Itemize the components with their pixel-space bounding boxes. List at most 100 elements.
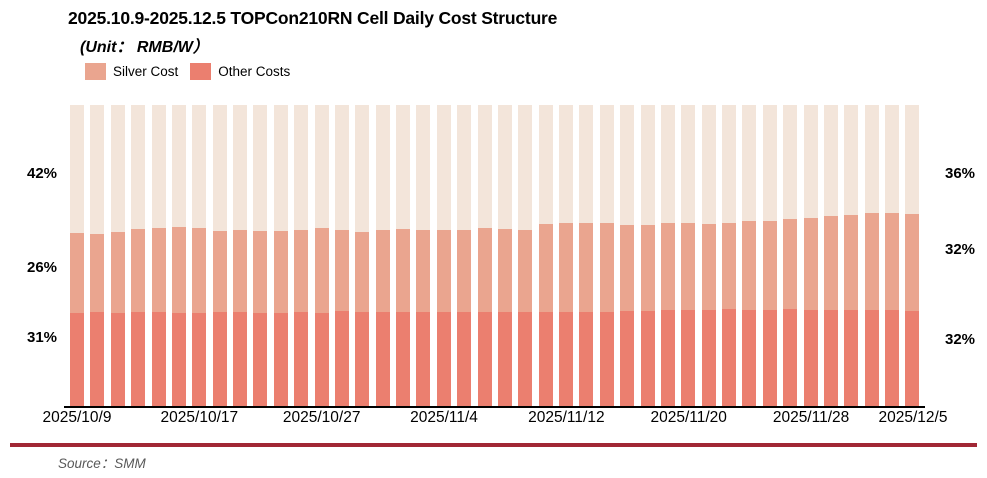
other-costs-segment bbox=[538, 311, 553, 406]
bar-2025/11/3 bbox=[416, 105, 431, 406]
silver-cost-segment bbox=[334, 230, 349, 311]
top-segment bbox=[762, 105, 777, 222]
other-costs-segment bbox=[783, 308, 798, 406]
bar-2025/10/31 bbox=[396, 105, 410, 406]
silver-cost-segment bbox=[253, 231, 268, 313]
bar-2025/11/28 bbox=[803, 105, 818, 406]
other-costs-segment bbox=[396, 311, 410, 406]
other-costs-segment bbox=[273, 312, 288, 406]
other-costs-segment bbox=[375, 311, 390, 406]
bar-2025/11/20 bbox=[681, 105, 696, 406]
silver-cost-segment bbox=[436, 229, 451, 312]
bar-2025/10/16 bbox=[171, 105, 186, 406]
other-costs-segment bbox=[416, 311, 431, 406]
first-bar-top-segment-label: 42% bbox=[26, 165, 58, 182]
other-costs-segment bbox=[559, 311, 573, 406]
silver-cost-segment bbox=[416, 229, 431, 312]
bar-2025/11/25 bbox=[742, 105, 757, 406]
silver-cost-segment bbox=[457, 229, 472, 312]
top-segment bbox=[844, 105, 859, 216]
bar-2025/10/30 bbox=[375, 105, 390, 406]
plot-area bbox=[70, 105, 920, 406]
other-costs-segment bbox=[70, 312, 84, 406]
top-segment bbox=[192, 105, 207, 229]
top-segment bbox=[905, 105, 920, 215]
top-segment bbox=[334, 105, 349, 231]
x-tick-2025/11/28: 2025/11/28 bbox=[772, 409, 850, 426]
silver-cost-segment bbox=[701, 224, 716, 310]
silver-cost-segment bbox=[355, 232, 370, 312]
x-tick-2025/10/17: 2025/10/17 bbox=[160, 409, 239, 426]
bar-2025/11/10 bbox=[518, 105, 533, 406]
silver-cost-segment bbox=[742, 221, 757, 310]
top-segment bbox=[518, 105, 533, 230]
silver-cost-segment bbox=[803, 218, 818, 310]
top-segment bbox=[70, 105, 84, 234]
silver-cost-segment bbox=[640, 225, 655, 311]
silver-cost-segment bbox=[70, 233, 84, 313]
top-segment bbox=[396, 105, 410, 230]
top-segment bbox=[233, 105, 247, 230]
top-segment bbox=[620, 105, 635, 226]
other-costs-segment bbox=[864, 309, 879, 406]
other-costs-segment bbox=[90, 311, 105, 406]
last-bar-other-label: 32% bbox=[944, 331, 976, 348]
bar-2025/12/1 bbox=[823, 105, 838, 406]
other-costs-segment bbox=[233, 311, 247, 406]
bar-2025/10/29 bbox=[355, 105, 370, 406]
legend-label: Silver Cost bbox=[113, 64, 179, 79]
bar-2025/11/12 bbox=[559, 105, 573, 406]
silver-cost-swatch-icon bbox=[85, 63, 106, 80]
top-segment bbox=[599, 105, 614, 224]
silver-cost-segment bbox=[579, 223, 594, 312]
silver-cost-segment bbox=[131, 229, 146, 312]
other-costs-segment bbox=[579, 311, 594, 406]
bar-2025/10/23 bbox=[273, 105, 288, 406]
other-costs-segment bbox=[620, 310, 635, 406]
footer-divider-line bbox=[10, 443, 977, 447]
first-bar-other-label: 31% bbox=[26, 329, 58, 346]
silver-cost-segment bbox=[538, 224, 553, 312]
top-segment bbox=[253, 105, 268, 232]
other-costs-segment bbox=[212, 311, 227, 406]
bar-2025/11/11 bbox=[538, 105, 553, 406]
other-costs-swatch-icon bbox=[190, 63, 212, 80]
other-costs-segment bbox=[131, 311, 146, 406]
top-segment bbox=[783, 105, 798, 220]
bar-2025/12/2 bbox=[844, 105, 859, 406]
bar-2025/10/17 bbox=[192, 105, 207, 406]
bar-2025/11/5 bbox=[457, 105, 472, 406]
other-costs-segment bbox=[762, 309, 777, 406]
other-costs-segment bbox=[314, 312, 329, 406]
silver-cost-segment bbox=[599, 223, 614, 312]
other-costs-segment bbox=[701, 309, 716, 406]
top-segment bbox=[681, 105, 696, 224]
top-segment bbox=[722, 105, 736, 224]
x-tick-2025/12/5: 2025/12/5 bbox=[878, 409, 948, 426]
silver-cost-segment bbox=[762, 221, 777, 310]
bar-2025/11/19 bbox=[660, 105, 675, 406]
other-costs-segment bbox=[844, 309, 859, 406]
top-segment bbox=[803, 105, 818, 219]
top-segment bbox=[355, 105, 370, 233]
other-costs-segment bbox=[171, 312, 186, 406]
x-tick-2025/11/4: 2025/11/4 bbox=[410, 409, 478, 426]
bar-2025/10/28 bbox=[334, 105, 349, 406]
other-costs-segment bbox=[803, 309, 818, 406]
top-segment bbox=[885, 105, 899, 214]
top-segment bbox=[212, 105, 227, 232]
bar-2025/10/10 bbox=[90, 105, 105, 406]
other-costs-segment bbox=[722, 308, 736, 406]
other-costs-segment bbox=[885, 309, 899, 406]
top-segment bbox=[640, 105, 655, 226]
bar-2025/10/14 bbox=[131, 105, 146, 406]
silver-cost-segment bbox=[722, 223, 736, 309]
top-segment bbox=[559, 105, 573, 224]
top-segment bbox=[457, 105, 472, 230]
other-costs-segment bbox=[742, 309, 757, 406]
bar-2025/10/24 bbox=[294, 105, 309, 406]
bar-2025/10/20 bbox=[212, 105, 227, 406]
other-costs-segment bbox=[518, 311, 533, 406]
silver-cost-segment bbox=[844, 215, 859, 310]
top-segment bbox=[375, 105, 390, 230]
